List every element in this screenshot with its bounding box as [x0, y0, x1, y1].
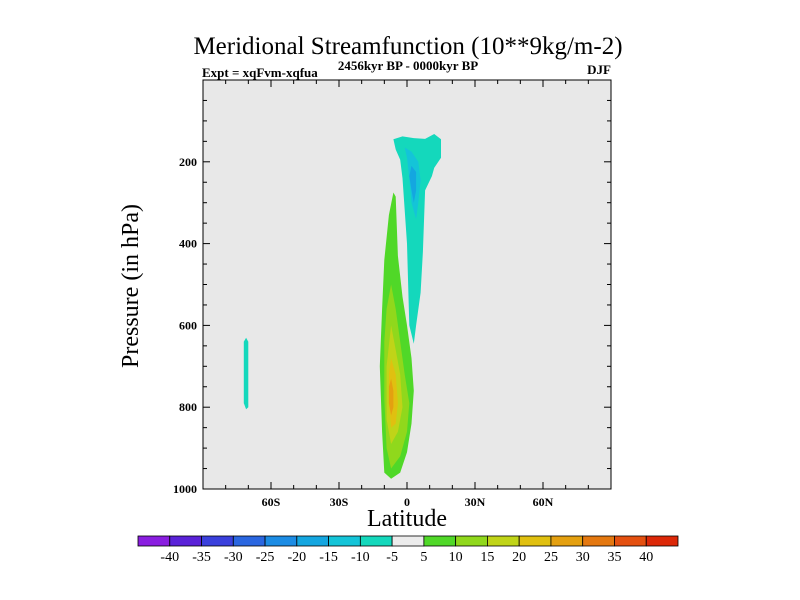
x-tick-label: 30N — [465, 495, 486, 509]
colorbar-label: 25 — [544, 550, 558, 565]
y-tick-label: 800 — [179, 400, 197, 414]
colorbar-swatch — [550, 535, 584, 547]
y-tick-label: 200 — [179, 155, 197, 169]
colorbar-swatch — [614, 535, 647, 547]
colorbar-label: 40 — [639, 550, 653, 565]
colorbar-swatch — [264, 535, 298, 547]
colorbar-swatch — [169, 535, 202, 547]
colorbar-swatch — [391, 535, 425, 547]
colorbar: -40 -35 -30 -25 -20 -15 -10 -5 5 10 15 20 25 30 35 40 — [137, 535, 679, 565]
colorbar-swatch — [455, 535, 488, 547]
y-axis-label: Pressure (in hPa) — [118, 204, 144, 368]
colorbar-swatch — [137, 535, 171, 547]
colorbar-label: 20 — [512, 550, 526, 565]
colorbar-swatch — [582, 535, 615, 547]
colorbar-swatch — [423, 535, 457, 547]
subtitle-left: Expt = xqFvm-xqfua — [202, 65, 318, 80]
colorbar-label: 5 — [420, 550, 427, 565]
colorbar-swatch — [296, 535, 329, 547]
colorbar-swatch — [645, 535, 679, 547]
colorbar-label: 35 — [607, 550, 621, 565]
subtitle-right: DJF — [587, 62, 611, 77]
y-tick-label: 400 — [179, 237, 197, 251]
colorbar-swatch — [359, 535, 393, 547]
x-axis-label: Latitude — [367, 506, 447, 532]
contour-region-negative-cell-core — [409, 165, 417, 203]
contour-region-negative-cell-outer — [393, 134, 441, 344]
colorbar-swatch — [487, 535, 520, 547]
colorbar-label: -25 — [256, 550, 275, 565]
colorbar-label: 10 — [449, 550, 463, 565]
colorbar-swatch — [201, 535, 234, 547]
x-tick-label: 0 — [404, 495, 410, 509]
colorbar-label: -30 — [224, 550, 243, 565]
colorbar-label: -5 — [386, 550, 398, 565]
colorbar-swatch — [232, 535, 266, 547]
colorbar-swatch — [518, 535, 552, 547]
contour-region-positive-cell-core — [388, 378, 394, 416]
colorbar-label: -35 — [192, 550, 211, 565]
x-tick-label: 30S — [330, 495, 349, 509]
chart-title: Meridional Streamfunction (10**9kg/m-2) — [193, 33, 622, 60]
x-tick-label: 60N — [533, 495, 554, 509]
plot-area: 60S 30S 0 30N 60N 200 400 600 800 1000 — [173, 79, 612, 509]
colorbar-swatch — [328, 535, 361, 547]
x-tick-label: 60S — [262, 495, 281, 509]
contour-region-negative-plume-sh — [243, 337, 249, 410]
y-tick-label: 600 — [179, 318, 197, 332]
colorbar-label: -40 — [160, 550, 179, 565]
y-tick-label: 1000 — [173, 482, 197, 496]
colorbar-label: 15 — [480, 550, 494, 565]
subtitle-center: 2456kyr BP - 0000kyr BP — [338, 58, 478, 73]
colorbar-label: -15 — [319, 550, 338, 565]
colorbar-label: 30 — [576, 550, 590, 565]
colorbar-label: -20 — [287, 550, 306, 565]
colorbar-label: -10 — [351, 550, 370, 565]
